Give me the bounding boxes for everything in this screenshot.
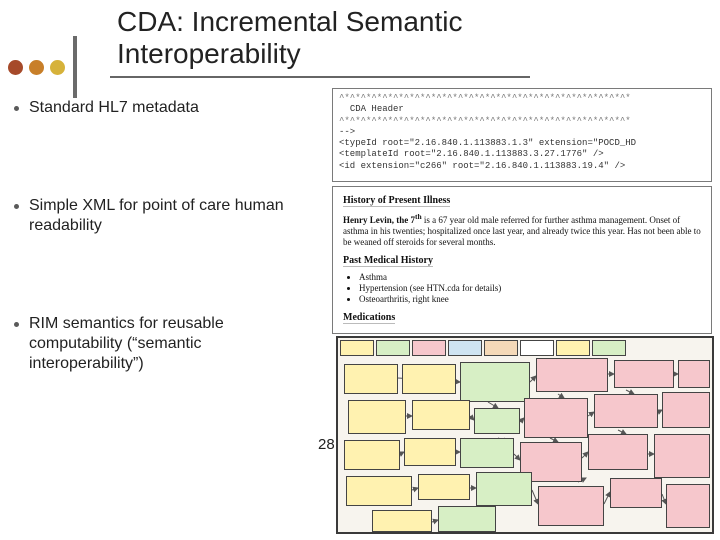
rim-box <box>610 478 662 508</box>
rim-box <box>666 484 710 528</box>
dot-1 <box>8 60 23 75</box>
bullet-icon <box>14 106 19 111</box>
xml-close: --> <box>339 127 355 137</box>
bullet-text: Simple XML for point of care human reada… <box>29 196 320 236</box>
rim-box <box>588 434 648 470</box>
dot-2 <box>29 60 44 75</box>
rim-box <box>346 476 412 506</box>
rim-box <box>524 398 588 438</box>
rim-box <box>654 434 710 478</box>
rim-box <box>460 362 530 402</box>
rim-box <box>418 474 470 500</box>
xml-header-label: CDA Header <box>350 104 404 114</box>
rim-box <box>536 358 608 392</box>
hpi-heading: History of Present Illness <box>343 195 450 207</box>
rim-box <box>438 506 496 532</box>
bullet-1: Standard HL7 metadata <box>10 98 320 118</box>
rim-box <box>402 364 456 394</box>
xml-snippet-panel: ^*^*^*^*^*^*^*^*^*^*^*^*^*^*^*^*^*^*^*^*… <box>332 88 712 182</box>
title-line-1: CDA: Incremental Semantic <box>117 6 462 37</box>
title-line-2: Interoperability <box>117 38 301 69</box>
list-item: Osteoarthritis, right knee <box>359 294 701 304</box>
bullet-list: Standard HL7 metadata Simple XML for poi… <box>10 98 320 374</box>
bullet-text: Standard HL7 metadata <box>29 98 199 118</box>
rim-box <box>348 400 406 434</box>
xml-rule: ^*^*^*^*^*^*^*^*^*^*^*^*^*^*^*^*^*^*^*^*… <box>339 116 631 126</box>
bullet-icon <box>14 204 19 209</box>
bullet-text: RIM semantics for reusable computability… <box>29 314 320 374</box>
rim-box <box>538 486 604 526</box>
xml-line: <id extension="c266" root="2.16.840.1.11… <box>339 161 625 171</box>
pmh-list: Asthma Hypertension (see HTN.cda for det… <box>359 272 701 304</box>
rim-box <box>476 472 532 506</box>
rim-box <box>614 360 674 388</box>
list-item: Asthma <box>359 272 701 282</box>
bullet-3: RIM semantics for reusable computability… <box>10 314 320 374</box>
xml-rule: ^*^*^*^*^*^*^*^*^*^*^*^*^*^*^*^*^*^*^*^*… <box>339 93 631 103</box>
bullet-2: Simple XML for point of care human reada… <box>10 196 320 236</box>
accent-dots <box>8 36 77 98</box>
rim-box <box>662 392 710 428</box>
rim-box <box>594 394 658 428</box>
med-heading: Medications <box>343 312 395 324</box>
list-item: Hypertension (see HTN.cda for details) <box>359 283 701 293</box>
rim-box <box>344 364 398 394</box>
rim-box <box>678 360 710 388</box>
slide-title: CDA: Incremental Semantic Interoperabili… <box>83 4 462 70</box>
rim-box <box>344 440 400 470</box>
rim-box <box>474 408 520 434</box>
pmh-heading: Past Medical History <box>343 255 433 267</box>
dot-3 <box>50 60 65 75</box>
xml-line: <templateId root="2.16.840.1.113883.3.27… <box>339 149 604 159</box>
xml-line: <typeId root="2.16.840.1.113883.1.3" ext… <box>339 138 636 148</box>
rim-box <box>460 438 514 468</box>
page-number: 28 <box>318 436 335 453</box>
rim-box <box>412 400 470 430</box>
title-underline <box>110 76 530 78</box>
accent-bar <box>73 36 77 98</box>
clinical-doc-panel: History of Present Illness Henry Levin, … <box>332 186 712 334</box>
rim-diagram-panel <box>336 336 714 534</box>
rim-box <box>404 438 456 466</box>
bullet-icon <box>14 322 19 327</box>
rim-box <box>372 510 432 532</box>
slide-header: CDA: Incremental Semantic Interoperabili… <box>0 0 720 98</box>
hpi-body: Henry Levin, the 7th is a 67 year old ma… <box>343 212 701 247</box>
